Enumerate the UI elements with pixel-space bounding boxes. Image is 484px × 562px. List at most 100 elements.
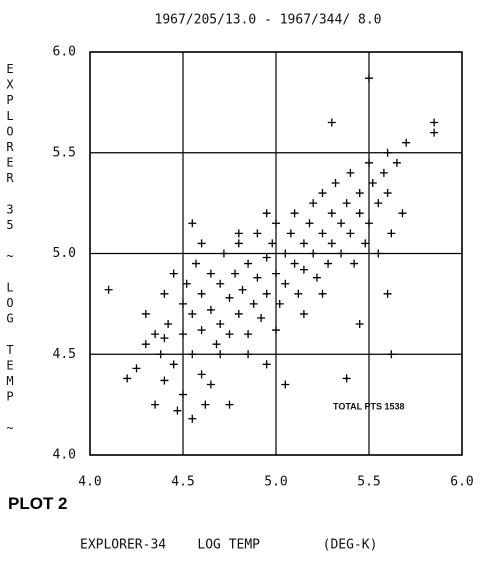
- point: [355, 189, 364, 198]
- point: [182, 279, 191, 288]
- point: [262, 360, 271, 369]
- point: [173, 406, 182, 415]
- point: [262, 289, 271, 298]
- point: [262, 253, 271, 262]
- point: [197, 326, 206, 335]
- point: [281, 249, 290, 258]
- x-axis-label: EXPLORER-34 LOG TEMP (DEG-K): [80, 538, 377, 553]
- point: [132, 364, 141, 373]
- x-tick-label: 4.0: [78, 475, 101, 490]
- point: [318, 289, 327, 298]
- point: [244, 350, 253, 359]
- point: [374, 249, 383, 258]
- point: [192, 259, 201, 268]
- point: [327, 118, 336, 127]
- point: [272, 326, 280, 335]
- y-tick-label: 5.5: [53, 145, 76, 160]
- point: [355, 209, 364, 218]
- point: [365, 74, 373, 83]
- point: [244, 259, 253, 268]
- point: [197, 289, 206, 298]
- point: [179, 330, 187, 339]
- y-tick-label: 4.5: [53, 347, 76, 362]
- point: [225, 400, 234, 409]
- point: [299, 309, 308, 318]
- point: [164, 320, 173, 329]
- point: [342, 374, 351, 383]
- point: [225, 330, 234, 339]
- point: [383, 289, 392, 298]
- point: [368, 178, 377, 187]
- point: [331, 178, 340, 187]
- point: [179, 299, 187, 308]
- point: [327, 239, 336, 248]
- point: [268, 239, 277, 248]
- point: [123, 374, 132, 383]
- point: [337, 249, 346, 258]
- point: [179, 390, 187, 399]
- point: [253, 229, 262, 238]
- point: [160, 334, 169, 343]
- point: [160, 289, 169, 298]
- point: [151, 400, 160, 409]
- annotation: TOTAL PTS 1538: [333, 401, 405, 411]
- point: [156, 350, 165, 359]
- point: [225, 293, 234, 302]
- point: [219, 249, 228, 258]
- point: [309, 199, 318, 208]
- point: [342, 199, 351, 208]
- point: [262, 209, 271, 218]
- point: [249, 299, 258, 308]
- plot-caption: PLOT 2: [8, 494, 68, 513]
- point: [299, 265, 308, 274]
- x-tick-label: 5.5: [357, 475, 380, 490]
- point: [387, 229, 396, 238]
- point: [327, 209, 336, 218]
- point: [387, 350, 396, 359]
- point: [361, 239, 370, 248]
- point: [231, 269, 240, 278]
- point: [281, 279, 290, 288]
- point: [212, 340, 221, 349]
- y-axis-label: EXPLORER 35 ~ LOG TEMP ~: [3, 62, 17, 437]
- point: [346, 229, 355, 238]
- point: [402, 138, 411, 147]
- point: [309, 249, 318, 258]
- point: [141, 340, 150, 349]
- point: [281, 380, 290, 389]
- point: [294, 289, 303, 298]
- point: [398, 209, 407, 218]
- point: [188, 414, 197, 423]
- x-tick-label: 5.0: [264, 475, 287, 490]
- point: [337, 219, 346, 228]
- point: [430, 128, 439, 137]
- point: [234, 229, 243, 238]
- point: [253, 273, 262, 282]
- point: [430, 118, 439, 127]
- point: [160, 376, 169, 385]
- point: [374, 199, 383, 208]
- point: [324, 259, 333, 268]
- x-tick-label: 6.0: [450, 475, 473, 490]
- chart-title: 1967/205/13.0 - 1967/344/ 8.0: [155, 13, 382, 28]
- point: [206, 305, 215, 314]
- y-tick-label: 6.0: [53, 45, 76, 60]
- point: [244, 330, 253, 339]
- point: [275, 299, 284, 308]
- point: [197, 370, 206, 379]
- point: [290, 259, 299, 268]
- point: [188, 350, 197, 359]
- point: [392, 158, 401, 167]
- point: [383, 189, 392, 198]
- point: [234, 239, 243, 248]
- y-tick-label: 5.0: [53, 246, 76, 261]
- point: [346, 168, 355, 177]
- y-tick-label: 4.0: [53, 448, 76, 463]
- point: [238, 285, 247, 294]
- point: [379, 168, 388, 177]
- point: [272, 219, 280, 228]
- point: [216, 350, 225, 359]
- point: [365, 158, 373, 167]
